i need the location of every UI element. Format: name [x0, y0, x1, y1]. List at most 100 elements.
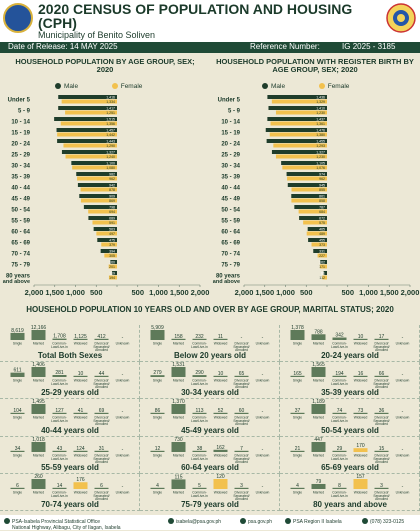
marital-category-label: Common-: [52, 416, 66, 420]
male-value-50-54: 787: [319, 206, 325, 210]
marital-category-label: Divorced/: [235, 490, 249, 494]
marital-bar-widowed: [353, 447, 368, 452]
male-bar-25-29: [61, 150, 117, 154]
marital-value-single: 4: [156, 483, 159, 489]
legend-female-label: Female: [120, 83, 143, 90]
marital-panel-label: 45-49 years old: [181, 425, 239, 435]
marital-category-label: Single: [293, 453, 302, 457]
marital-bar-widowed: [73, 482, 88, 489]
x-tick-label: 1,500: [170, 288, 189, 297]
marital-category-label: Married: [173, 342, 184, 346]
female-bar-15-19: [269, 132, 327, 137]
male-value-5-9: 1,417: [106, 107, 115, 111]
marital-category-label: Common-: [192, 416, 206, 420]
male-bar-5-9: [58, 106, 117, 110]
female-bar-80-years-and-above: [108, 275, 117, 280]
marital-value-divorced-separated-annulled: 7: [240, 445, 243, 451]
marital-panel-label: 80 years and above: [313, 499, 387, 509]
marital-panel-label: 60-64 years old: [181, 462, 239, 472]
marital-category-label: Single: [293, 416, 302, 420]
female-value-25-29: 1,240: [106, 155, 115, 159]
marital-category-label: Common-: [52, 379, 66, 383]
female-value-under-5: 1,329: [316, 100, 325, 104]
footer-web-text: psa.gov.ph: [248, 519, 273, 525]
marital-bar-widowed: [213, 413, 228, 415]
male-bar-30-34: [71, 161, 117, 165]
marital-value-divorced-separated-annulled: 66: [379, 371, 385, 377]
marital-panel-25-29-years-old: 611 Single 1,406 Married 281 Common- Law/Live-…: [0, 362, 140, 400]
age-label-15-19: 15 - 19: [11, 131, 30, 137]
marital-category-label: Widowed: [354, 453, 368, 457]
female-value-40-44: 855: [319, 188, 325, 192]
marital-bar-married: [171, 441, 186, 452]
marital-panel-50-54-years-old: 37 Single 1,189 Married 74 Common- Law/Live-in…: [280, 399, 420, 437]
marital-panel-total-both-sexes: 8,619 Single 12,166 Married 1,708 Common- Law/…: [0, 325, 140, 363]
marital-bar-married: [31, 404, 46, 415]
age-label-80-years-and-above: 80 years: [216, 274, 241, 280]
marital-category-label: Single: [13, 416, 22, 420]
marital-panel-65-69-years-old: 21 Single 447 Married 29 Common- Law/Live-in 17…: [280, 436, 420, 474]
marital-category-label: Law/Live-in: [51, 419, 68, 423]
marital-bar-common-law-live-in: [52, 338, 67, 340]
marital-category-label: Married: [33, 379, 44, 383]
age-label-30-34: 30 - 34: [221, 164, 240, 170]
female-bar-5-9: [275, 110, 327, 115]
marital-value-widowed: 162: [216, 444, 225, 450]
female-bar-50-54: [298, 209, 327, 214]
marital-value-married: 788: [314, 329, 323, 335]
marital-category-label: Widowed: [74, 416, 88, 420]
marital-bar-common-law-live-in: [192, 487, 207, 489]
marital-category-label: Common-: [52, 453, 66, 457]
marital-bar-common-law-live-in: [52, 375, 67, 378]
male-bar-70-74: [100, 249, 117, 253]
marital-chart-35-39-years-old: 165 Single 1,565 Married 194 Common-Law/Live-…: [290, 362, 410, 389]
marital-value-married: 1,370: [172, 399, 185, 405]
male-value-20-24: 1,443: [106, 140, 115, 144]
marital-category-label: Common-: [332, 379, 346, 383]
marital-value-single: 104: [13, 408, 22, 414]
marital-bar-single: [290, 413, 305, 415]
marital-category-label: Single: [293, 490, 302, 494]
female-value-15-19: 1,380: [316, 133, 325, 137]
marital-category-label: Law/Live-in: [191, 419, 208, 423]
female-value-50-54: 684: [319, 210, 325, 214]
male-value-25-29: 1,327: [316, 151, 325, 155]
footer-phone: (078) 323-0125: [362, 518, 404, 525]
male-bar-10-14: [54, 117, 117, 121]
marital-category-label: Unknown: [116, 416, 130, 420]
marital-value-single: 5,909: [151, 325, 164, 331]
footer-web[interactable]: psa.gov.ph: [240, 518, 272, 525]
marital-value-single: 8,619: [11, 328, 24, 334]
marital-value-married: 1,565: [312, 362, 325, 368]
male-bar-60-64: [307, 227, 327, 231]
marital-value-common-law-live-in: 43: [57, 445, 63, 451]
footer-facebook[interactable]: PSA Region II Isabela: [285, 518, 342, 525]
marital-category-label: Separated/: [373, 494, 389, 498]
marital-category-label: Divorced/: [375, 379, 389, 383]
marital-value-unknown: -: [402, 409, 404, 415]
marital-chart-45-49-years-old: 86 Single 1,370 Married 113 Common-Law/Live-i…: [150, 399, 270, 426]
marital-category-label: Unknown: [256, 416, 270, 420]
marital-panel-label: 30-34 years old: [181, 388, 239, 398]
marital-chart-30-34-years-old: 279 Single 1,531 Married 290 Common-Law/Live-…: [150, 362, 270, 389]
marital-value-unknown: -: [122, 447, 124, 453]
female-bar-25-29: [65, 154, 117, 159]
marital-category-label: Separated/: [93, 494, 109, 498]
female-bar-65-69: [101, 242, 117, 247]
marital-bar-single: [290, 330, 305, 340]
female-bar-under-5: [271, 99, 327, 104]
marital-value-married: 12,166: [31, 325, 47, 331]
marital-bar-divorced-separated-annulled: [94, 375, 109, 378]
marital-value-common-law-live-in: 281: [55, 370, 64, 376]
female-value-45-49: 869: [109, 199, 115, 203]
marital-bar-married: [311, 334, 326, 340]
x-tick-label: 1,500: [380, 288, 399, 297]
marital-value-single: 611: [14, 368, 22, 374]
marital-status-grid: 8,619 Single 12,166 Married 1,708 Common- Law/…: [0, 325, 420, 511]
male-value-35-39: 974: [319, 173, 325, 177]
footer-email[interactable]: isabela@psa.gov.ph: [168, 518, 221, 525]
x-tick-label: 1,000: [66, 288, 85, 297]
marital-value-single: 4: [296, 483, 299, 489]
female-legend-dot-icon: [318, 83, 325, 89]
marital-bar-widowed: [213, 338, 228, 340]
